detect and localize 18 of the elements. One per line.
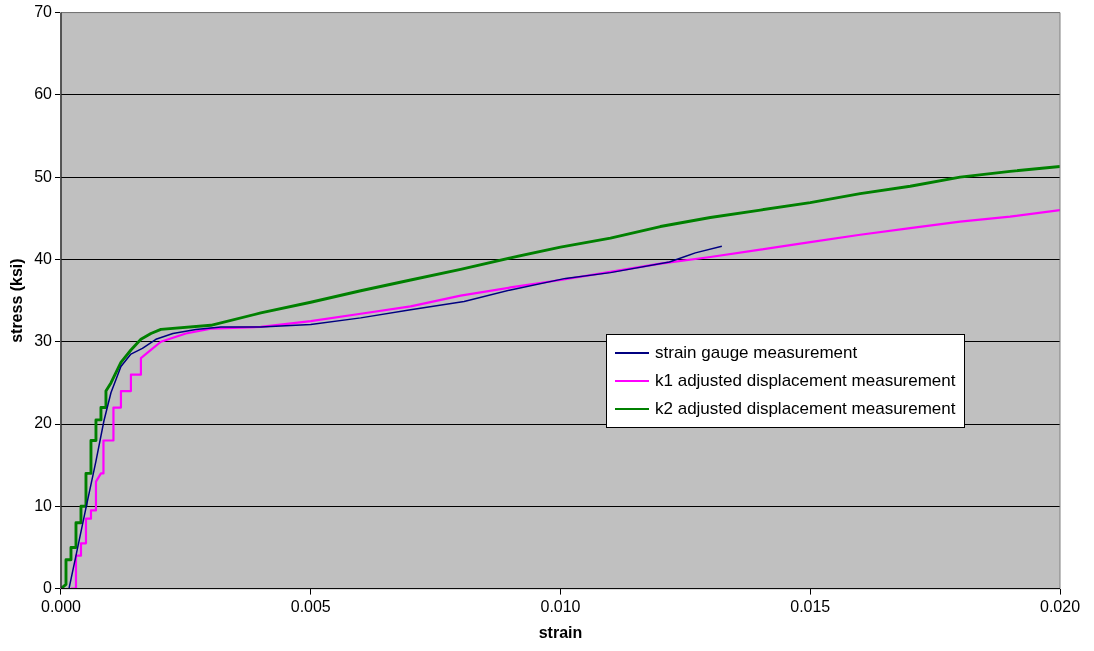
y-tick-label: 40 (34, 249, 53, 267)
x-tick-label: 0.010 (540, 597, 581, 615)
legend-label: strain gauge measurement (655, 343, 858, 364)
x-tick-label: 0.005 (290, 597, 331, 615)
y-tick-label: 60 (34, 85, 53, 103)
y-tick-label: 50 (34, 167, 53, 185)
y-tick-label: 70 (34, 3, 53, 21)
x-axis-title: strain (538, 623, 583, 641)
y-tick-label: 10 (34, 496, 53, 514)
y-axis-title: stress (ksi) (8, 258, 26, 343)
y-tick-label: 20 (34, 414, 53, 432)
x-tick-label: 0.020 (1039, 597, 1081, 615)
legend-label: k1 adjusted displacement measurement (655, 371, 956, 392)
y-tick-label: 30 (34, 332, 53, 350)
x-tick-label: 0.000 (40, 597, 82, 615)
y-tick-label: 0 (43, 579, 53, 597)
legend-label: k2 adjusted displacement measurement (655, 399, 956, 420)
x-tick-label: 0.015 (790, 597, 831, 615)
